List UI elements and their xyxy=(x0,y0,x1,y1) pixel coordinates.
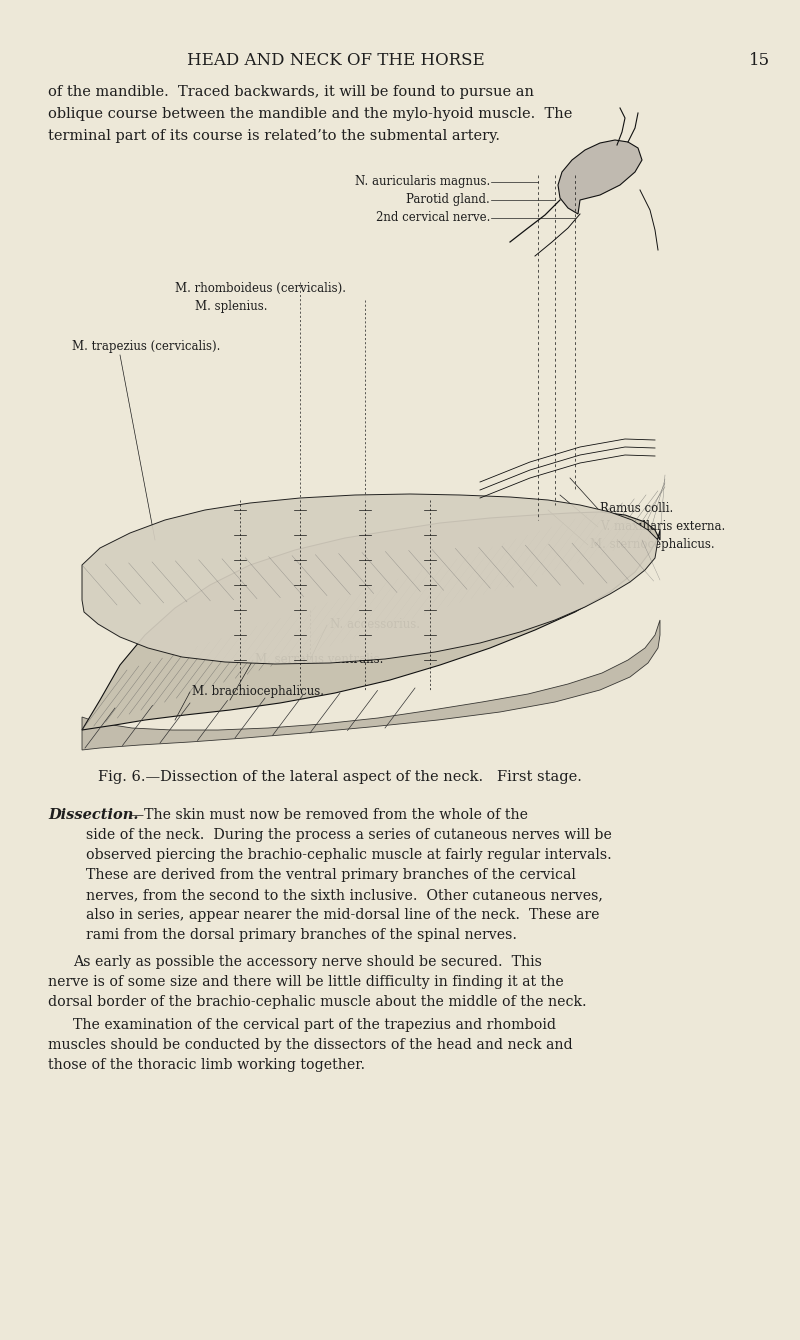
Text: M. splenius.: M. splenius. xyxy=(195,300,267,314)
Polygon shape xyxy=(82,512,660,730)
Text: These are derived from the ventral primary branches of the cervical: These are derived from the ventral prima… xyxy=(86,868,576,882)
Text: M. trapezius (cervicalis).: M. trapezius (cervicalis). xyxy=(72,340,220,352)
Text: 2nd cervical nerve.: 2nd cervical nerve. xyxy=(376,210,490,224)
Text: nerve is of some size and there will be little difficulty in finding it at the: nerve is of some size and there will be … xyxy=(48,976,564,989)
Text: of the mandible.  Traced backwards, it will be found to pursue an: of the mandible. Traced backwards, it wi… xyxy=(48,84,534,99)
Text: V. maxillaris externa.: V. maxillaris externa. xyxy=(600,520,726,533)
Text: Fig. 6.—Dissection of the lateral aspect of the neck.   First stage.: Fig. 6.—Dissection of the lateral aspect… xyxy=(98,770,582,784)
Text: nerves, from the second to the sixth inclusive.  Other cutaneous nerves,: nerves, from the second to the sixth inc… xyxy=(86,888,603,902)
Text: N. accessorius.: N. accessorius. xyxy=(330,618,420,631)
Text: —The skin must now be removed from the whole of the: —The skin must now be removed from the w… xyxy=(130,808,528,821)
Polygon shape xyxy=(82,494,658,665)
Text: those of the thoracic limb working together.: those of the thoracic limb working toget… xyxy=(48,1059,365,1072)
Text: muscles should be conducted by the dissectors of the head and neck and: muscles should be conducted by the disse… xyxy=(48,1038,573,1052)
Text: terminal part of its course is related’to the submental artery.: terminal part of its course is related’t… xyxy=(48,129,500,143)
Text: observed piercing the brachio-cephalic muscle at fairly regular intervals.: observed piercing the brachio-cephalic m… xyxy=(86,848,612,862)
Text: also in series, appear nearer the mid-dorsal line of the neck.  These are: also in series, appear nearer the mid-do… xyxy=(86,909,599,922)
Text: M. serratus ventralis.: M. serratus ventralis. xyxy=(255,653,383,666)
Text: The examination of the cervical part of the trapezius and rhomboid: The examination of the cervical part of … xyxy=(73,1018,556,1032)
Text: M. rhomboideus (cervicalis).: M. rhomboideus (cervicalis). xyxy=(175,281,346,295)
Text: side of the neck.  During the process a series of cutaneous nerves will be: side of the neck. During the process a s… xyxy=(86,828,612,842)
Text: As early as possible the accessory nerve should be secured.  This: As early as possible the accessory nerve… xyxy=(73,955,542,969)
Text: Dissection.: Dissection. xyxy=(48,808,138,821)
Text: N. auricularis magnus.: N. auricularis magnus. xyxy=(354,176,490,188)
Polygon shape xyxy=(558,139,642,214)
Text: M. brachiocephalicus.: M. brachiocephalicus. xyxy=(192,685,324,698)
Text: Ramus colli.: Ramus colli. xyxy=(600,502,674,515)
Polygon shape xyxy=(82,620,660,750)
Text: HEAD AND NECK OF THE HORSE: HEAD AND NECK OF THE HORSE xyxy=(187,52,485,68)
Text: 15: 15 xyxy=(749,52,770,68)
Text: Parotid gland.: Parotid gland. xyxy=(406,193,490,206)
Text: oblique course between the mandible and the mylo-hyoid muscle.  The: oblique course between the mandible and … xyxy=(48,107,572,121)
Text: dorsal border of the brachio-cephalic muscle about the middle of the neck.: dorsal border of the brachio-cephalic mu… xyxy=(48,996,586,1009)
Text: rami from the dorsal primary branches of the spinal nerves.: rami from the dorsal primary branches of… xyxy=(86,929,517,942)
Text: M. sternocephalicus.: M. sternocephalicus. xyxy=(590,537,714,551)
